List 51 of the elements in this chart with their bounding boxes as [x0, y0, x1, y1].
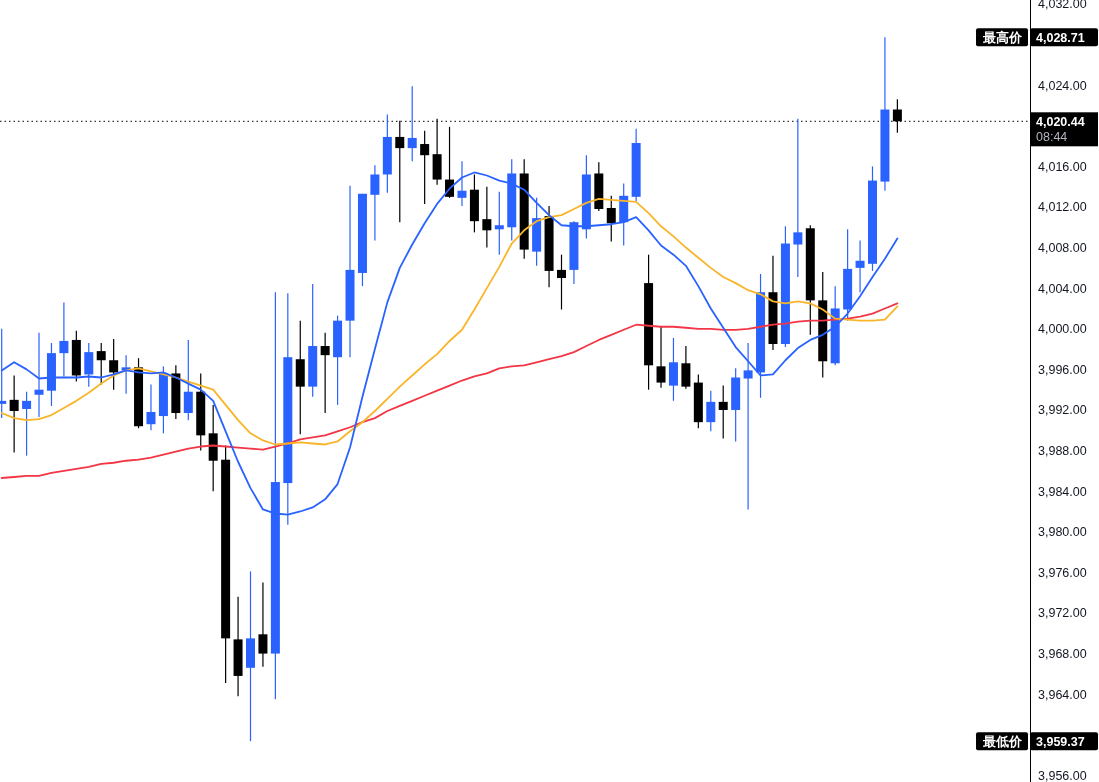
y-tick-label: 4,016.00	[1038, 159, 1087, 174]
candlestick	[494, 191, 504, 256]
y-tick-label: 3,968.00	[1038, 647, 1087, 662]
y-tick-label: 4,008.00	[1038, 241, 1087, 256]
candlestick	[407, 85, 417, 162]
candlestick	[22, 391, 32, 457]
y-tick-label: 3,980.00	[1038, 525, 1087, 540]
y-tick-label: 4,004.00	[1038, 281, 1087, 296]
candlestick	[9, 374, 19, 454]
candlestick	[109, 338, 119, 391]
y-tick-label: 3,976.00	[1038, 565, 1087, 580]
candlestick	[706, 390, 716, 432]
candlestick	[183, 339, 193, 421]
y-tick-label: 4,032.00	[1038, 0, 1087, 12]
y-tick-label: 3,972.00	[1038, 606, 1087, 621]
candlestick	[370, 164, 380, 242]
candlestick	[855, 239, 865, 293]
text: 最高价	[981, 29, 1023, 45]
candlestick	[743, 342, 753, 511]
y-tick-label: 3,988.00	[1038, 444, 1087, 459]
line-series	[0, 197, 899, 446]
text: 08:44	[1036, 130, 1068, 145]
text: 最低价	[981, 734, 1023, 749]
candlestick	[258, 581, 268, 668]
y-tick-label: 4,000.00	[1038, 322, 1087, 337]
candlestick	[557, 254, 566, 311]
text: 4,028.71	[1036, 30, 1085, 45]
candlestick	[681, 345, 691, 390]
candlestick	[656, 326, 666, 389]
text: 3,959.37	[1036, 734, 1085, 749]
candlestick	[718, 385, 728, 439]
candlestick	[420, 130, 430, 205]
y-tick-label: 3,984.00	[1038, 484, 1087, 499]
candlestick	[59, 301, 69, 378]
candlestick	[668, 337, 678, 402]
candlestick	[793, 118, 803, 278]
candlestick	[606, 195, 616, 243]
candlestick	[96, 342, 106, 386]
y-tick-label: 3,964.00	[1038, 687, 1087, 702]
y-tick-label: 3,992.00	[1038, 403, 1087, 418]
y-tick-label: 3,996.00	[1038, 362, 1087, 377]
line-series	[0, 302, 899, 479]
candlestick	[146, 384, 156, 431]
y-tick-label: 4,012.00	[1038, 200, 1087, 215]
y-tick-label: 3,956.00	[1038, 768, 1087, 782]
candlestick	[320, 332, 330, 414]
y-tick-label: 4,024.00	[1038, 78, 1087, 93]
candlestick	[84, 342, 94, 388]
candlestick	[34, 332, 44, 418]
candlestick	[482, 186, 492, 249]
ref-line-label: 4,020.44	[1036, 114, 1085, 129]
